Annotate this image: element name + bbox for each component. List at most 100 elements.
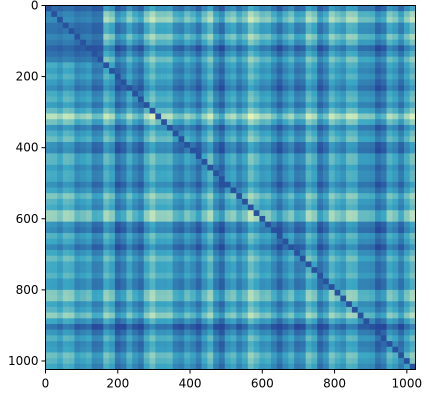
heatmap-cell — [282, 51, 289, 57]
heatmap-cell — [184, 130, 191, 137]
heatmap-cell — [178, 11, 185, 18]
heatmap-cell — [230, 136, 237, 143]
heatmap-cell — [265, 267, 272, 274]
heatmap-cell — [114, 73, 121, 80]
heatmap-cell — [236, 142, 243, 148]
heatmap-cell — [190, 124, 197, 131]
heatmap-cell — [363, 147, 370, 154]
heatmap-cell — [340, 56, 347, 63]
heatmap-cell — [109, 250, 116, 257]
heatmap-cell — [62, 187, 69, 194]
heatmap-cell — [201, 33, 208, 40]
heatmap-cell — [190, 278, 197, 285]
heatmap-cell — [247, 272, 254, 279]
heatmap-cell — [259, 329, 266, 336]
heatmap-cell — [270, 79, 278, 86]
heatmap-cell — [195, 62, 202, 69]
heatmap-cell — [375, 363, 382, 370]
heatmap-cell — [351, 329, 358, 336]
heatmap-cell — [265, 176, 272, 183]
heatmap-cell — [392, 16, 399, 23]
heatmap-cell — [184, 79, 191, 86]
heatmap-cell — [138, 255, 145, 262]
heatmap-cell — [265, 102, 272, 109]
heatmap-cell — [97, 301, 104, 308]
heatmap-cell — [132, 233, 139, 239]
heatmap-cell — [97, 45, 104, 52]
heatmap-cell — [143, 85, 150, 92]
heatmap-cell — [85, 295, 93, 302]
heatmap-cell — [201, 238, 208, 245]
heatmap-cell — [311, 272, 318, 279]
heatmap-cell — [207, 352, 214, 359]
heatmap-cell — [51, 358, 58, 365]
heatmap-cell — [328, 363, 335, 370]
heatmap-cell — [132, 358, 139, 365]
heatmap-cell — [270, 73, 278, 80]
heatmap-cell — [265, 215, 272, 222]
heatmap-cell — [80, 272, 87, 279]
heatmap-cell — [380, 193, 387, 200]
heatmap-cell — [149, 181, 156, 188]
heatmap-cell — [132, 164, 139, 171]
heatmap-cell — [247, 352, 254, 359]
heatmap-cell — [68, 267, 75, 274]
heatmap-cell — [363, 79, 370, 86]
heatmap-cell — [334, 147, 341, 154]
heatmap-cell — [369, 193, 376, 200]
heatmap-cell — [230, 335, 237, 342]
heatmap-cell — [392, 227, 399, 234]
heatmap-cell — [305, 227, 312, 234]
heatmap-cell — [305, 11, 312, 18]
heatmap-cell — [74, 204, 81, 211]
heatmap-cell — [103, 233, 110, 239]
heatmap-cell — [311, 5, 318, 12]
heatmap-cell — [259, 79, 266, 86]
heatmap-cell — [380, 62, 387, 69]
heatmap-cell — [114, 181, 121, 188]
heatmap-cell — [375, 79, 382, 86]
heatmap-cell — [363, 284, 370, 291]
heatmap-cell — [357, 187, 364, 194]
heatmap-cell — [161, 187, 168, 194]
heatmap-cell — [403, 329, 411, 336]
heatmap-cell — [103, 221, 110, 228]
heatmap-cell — [178, 119, 185, 126]
heatmap-cell — [149, 170, 156, 177]
heatmap-cell — [201, 204, 208, 211]
heatmap-cell — [51, 68, 58, 75]
heatmap-cell — [247, 284, 254, 291]
heatmap-cell — [380, 358, 387, 365]
heatmap-cell — [91, 221, 98, 228]
heatmap-cell — [323, 346, 330, 353]
heatmap-cell — [85, 153, 93, 160]
heatmap-cell — [288, 341, 295, 348]
heatmap-cell — [236, 335, 243, 342]
heatmap-cell — [247, 346, 254, 353]
heatmap-cell — [363, 142, 370, 148]
heatmap-cell — [294, 204, 301, 211]
heatmap-cell — [340, 119, 347, 126]
heatmap-cell — [305, 284, 312, 291]
heatmap-cell — [392, 153, 399, 160]
heatmap-cell — [392, 130, 399, 137]
heatmap-cell — [91, 227, 98, 234]
heatmap-cell — [114, 147, 121, 154]
heatmap-cell — [403, 301, 411, 308]
heatmap-cell — [224, 306, 231, 313]
heatmap-cell — [195, 181, 202, 188]
heatmap-cell — [155, 68, 162, 75]
heatmap-cell — [375, 28, 382, 35]
heatmap-cell — [201, 301, 208, 308]
heatmap-cell — [380, 284, 387, 291]
heatmap-cell — [253, 119, 260, 126]
heatmap-cell — [398, 45, 405, 52]
heatmap-cell — [242, 102, 249, 109]
heatmap-cell — [236, 62, 243, 69]
heatmap-cell — [363, 96, 370, 103]
heatmap-cell — [178, 233, 185, 239]
heatmap-cell — [120, 85, 127, 92]
heatmap-cell — [85, 244, 93, 251]
heatmap-cell — [195, 329, 202, 336]
heatmap-cell — [195, 102, 202, 109]
